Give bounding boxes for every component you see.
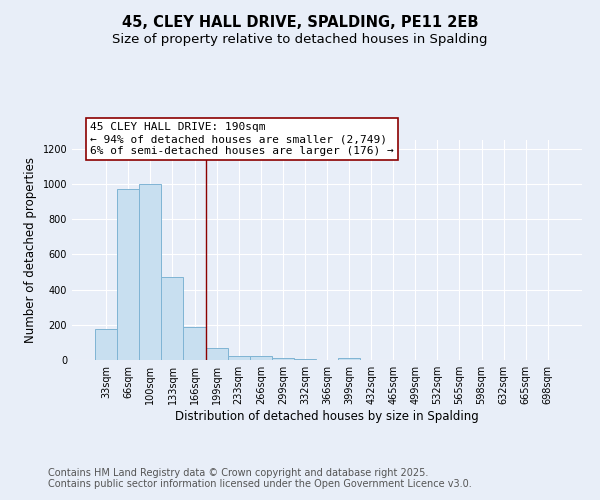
Bar — [338, 358, 360, 360]
X-axis label: Distribution of detached houses by size in Spalding: Distribution of detached houses by size … — [175, 410, 479, 423]
Bar — [227, 356, 250, 360]
Bar — [161, 278, 184, 360]
Text: Contains HM Land Registry data © Crown copyright and database right 2025.: Contains HM Land Registry data © Crown c… — [48, 468, 428, 477]
Text: 45 CLEY HALL DRIVE: 190sqm
← 94% of detached houses are smaller (2,749)
6% of se: 45 CLEY HALL DRIVE: 190sqm ← 94% of deta… — [90, 122, 394, 156]
Y-axis label: Number of detached properties: Number of detached properties — [24, 157, 37, 343]
Bar — [206, 348, 227, 360]
Bar — [184, 326, 206, 360]
Bar — [272, 358, 294, 360]
Bar — [95, 329, 117, 360]
Bar — [117, 190, 139, 360]
Bar — [139, 184, 161, 360]
Text: Size of property relative to detached houses in Spalding: Size of property relative to detached ho… — [112, 32, 488, 46]
Bar — [294, 359, 316, 360]
Text: 45, CLEY HALL DRIVE, SPALDING, PE11 2EB: 45, CLEY HALL DRIVE, SPALDING, PE11 2EB — [122, 15, 478, 30]
Text: Contains public sector information licensed under the Open Government Licence v3: Contains public sector information licen… — [48, 479, 472, 489]
Bar — [250, 356, 272, 360]
